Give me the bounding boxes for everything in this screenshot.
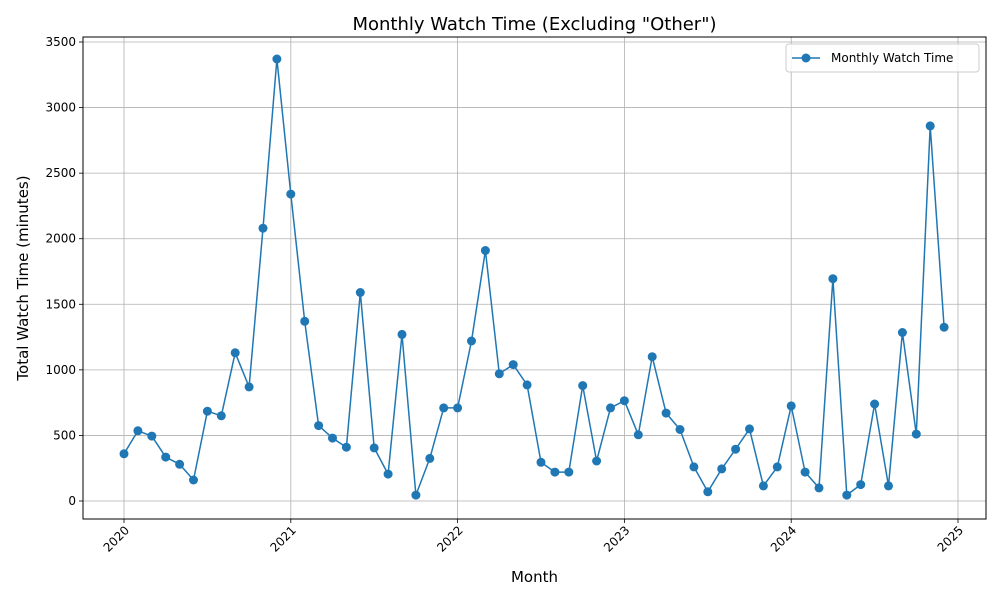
data-point (216, 411, 226, 421)
data-point (494, 369, 504, 379)
y-tick-label: 3500 (45, 35, 76, 49)
data-point (258, 223, 268, 233)
data-point (453, 403, 463, 413)
data-point (355, 288, 365, 297)
y-tick-label: 2000 (45, 232, 76, 246)
data-point (202, 406, 212, 416)
data-point (897, 328, 907, 337)
data-point (119, 449, 129, 459)
data-point (189, 475, 198, 485)
data-point (675, 425, 685, 434)
data-point (439, 403, 449, 413)
data-point (870, 399, 880, 409)
data-point (467, 336, 476, 346)
data-point (884, 481, 893, 491)
data-point (550, 467, 560, 477)
y-axis-ticks: 0 500 1000 1500 2000 2500 3000 3500 (45, 35, 83, 508)
data-point (369, 443, 379, 453)
data-point (536, 457, 546, 467)
data-point (647, 352, 657, 362)
data-point (800, 467, 810, 477)
data-point (758, 481, 768, 491)
chart-title: Monthly Watch Time (Excluding "Other") (352, 14, 716, 35)
data-point (814, 483, 824, 493)
data-point (703, 487, 713, 497)
data-point (397, 329, 407, 339)
data-point (606, 403, 615, 413)
data-point (661, 408, 671, 418)
data-point (411, 490, 421, 500)
data-point (717, 464, 727, 474)
legend: Monthly Watch Time (785, 43, 980, 73)
data-point (842, 490, 852, 500)
data-point (175, 459, 185, 469)
data-point (147, 431, 157, 441)
y-tick-label: 3000 (45, 101, 76, 115)
data-point (314, 421, 324, 431)
data-point (731, 444, 741, 454)
data-point (619, 396, 629, 406)
y-axis-label: Total Watch Time (minutes) (14, 175, 32, 381)
legend-entry-monthly-watch-time: Monthly Watch Time (831, 51, 953, 65)
data-point (592, 456, 602, 466)
plot-area-frame (82, 36, 987, 520)
data-point (745, 424, 754, 434)
data-point (230, 348, 240, 358)
legend-point-marker (801, 53, 811, 63)
series-monthly-watch-time (119, 54, 949, 500)
data-point (272, 54, 282, 64)
data-point (508, 360, 518, 370)
data-point (564, 467, 574, 477)
data-point (244, 382, 254, 392)
data-point (578, 381, 588, 391)
data-point (772, 462, 782, 472)
data-point (939, 322, 949, 332)
data-point (300, 316, 310, 326)
data-point (341, 442, 351, 452)
data-point (425, 453, 435, 463)
x-axis-label: Month (511, 568, 558, 586)
data-point (911, 429, 921, 439)
data-point (480, 246, 490, 255)
y-tick-label: 0 (68, 494, 76, 508)
legend-box (785, 43, 980, 73)
data-point (522, 380, 532, 390)
data-point (925, 121, 935, 131)
y-tick-label: 1000 (45, 363, 76, 377)
y-tick-label: 1500 (45, 297, 76, 311)
data-point (633, 430, 643, 440)
grid-lines (83, 37, 986, 519)
data-point (856, 480, 866, 490)
y-tick-label: 500 (53, 428, 76, 442)
data-point (689, 462, 699, 472)
data-point (328, 433, 337, 443)
data-point (383, 469, 393, 479)
data-point (133, 426, 143, 436)
data-point (828, 274, 838, 284)
y-tick-label: 2500 (45, 166, 76, 180)
data-point (286, 189, 296, 199)
data-point (786, 401, 796, 411)
data-point (161, 452, 171, 462)
